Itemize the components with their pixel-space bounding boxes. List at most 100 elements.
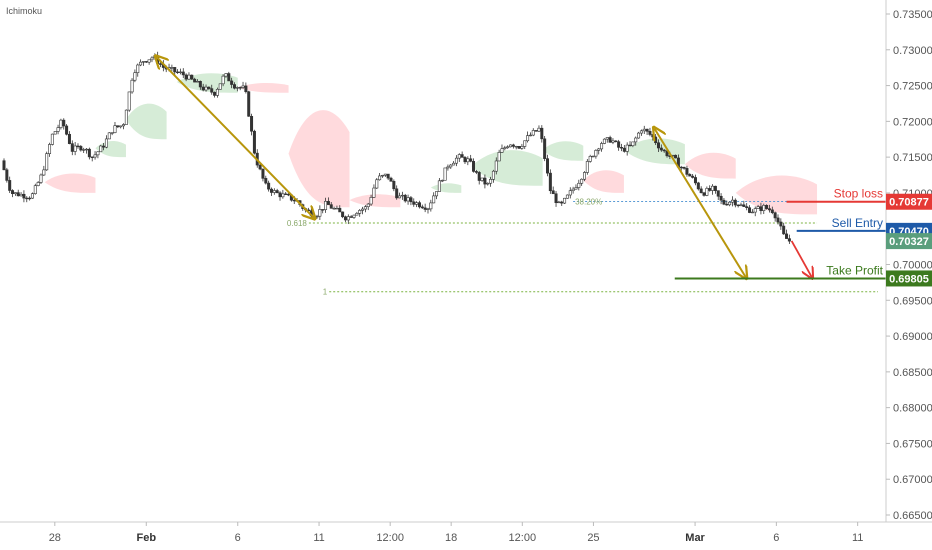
candle-body <box>682 166 686 169</box>
candle-body <box>207 86 211 89</box>
candle-body <box>526 135 530 142</box>
candle-body <box>642 128 646 132</box>
candle-body <box>33 185 37 194</box>
candle-body <box>170 67 174 69</box>
candle-body <box>67 133 71 144</box>
y-tick-label: 0.72000 <box>893 116 932 128</box>
candle-body <box>56 127 60 132</box>
cloud-segment <box>44 173 96 193</box>
x-tick-label: 28 <box>49 532 61 544</box>
candle-body <box>457 154 461 159</box>
candle-body <box>82 149 86 151</box>
candle-body <box>181 71 185 76</box>
candle-body <box>76 145 80 148</box>
candle-body <box>600 143 604 150</box>
candle-body <box>113 125 117 133</box>
cloud-segment <box>471 150 543 186</box>
candle-body <box>127 91 131 111</box>
candle-body <box>691 175 695 178</box>
candle-body <box>184 74 188 80</box>
candle-body <box>551 190 555 195</box>
candle-body <box>395 188 399 199</box>
candle-body <box>750 211 754 214</box>
candle-body <box>28 197 32 200</box>
x-tick-label: 11 <box>852 532 863 544</box>
candle-body <box>483 177 487 185</box>
level-label: Sell Entry <box>832 216 883 230</box>
candle-body <box>11 190 15 195</box>
candle-body <box>230 80 234 85</box>
candle-body <box>716 190 720 197</box>
candle-body <box>674 154 678 159</box>
candle-body <box>611 140 615 143</box>
y-tick-label: 0.67000 <box>893 474 932 486</box>
indicator-label[interactable]: Ichimoku <box>6 6 42 16</box>
y-axis-ticks[interactable]: 0.735000.730000.725000.720000.715000.710… <box>886 9 932 522</box>
candle-body <box>272 190 276 193</box>
candle-body <box>73 145 77 152</box>
candle-body <box>193 78 197 83</box>
candle-body <box>557 201 561 204</box>
candle-body <box>176 71 180 74</box>
y-tick-label: 0.73500 <box>893 9 932 21</box>
candle-body <box>361 208 365 211</box>
x-tick-label: 6 <box>773 532 779 544</box>
candle-body <box>150 57 154 61</box>
candle-body <box>398 195 402 199</box>
candle-body <box>258 164 262 170</box>
trade-levels: Stop loss Sell Entry Take Profit <box>674 187 886 280</box>
candle-body <box>383 173 387 176</box>
candle-body <box>213 91 217 96</box>
candle-body <box>232 84 236 89</box>
candle-body <box>631 141 635 146</box>
candle-body <box>608 137 612 143</box>
candle-body <box>563 197 567 204</box>
cloud-segment <box>349 194 401 208</box>
candle-body <box>104 138 108 148</box>
candle-body <box>62 119 66 127</box>
candle-body <box>318 209 322 217</box>
candle-body <box>153 55 157 59</box>
candle-body <box>494 160 498 172</box>
candle-body <box>36 182 40 186</box>
candle-body <box>16 192 20 197</box>
candle-body <box>352 214 356 218</box>
candle-body <box>725 203 729 206</box>
x-axis-ticks[interactable]: 28 Feb 6 11 12:00 18 12:00 25 Mar 6 11 <box>49 522 864 544</box>
candle-body <box>474 171 478 173</box>
candle-body <box>221 75 225 85</box>
x-tick-label: 12:00 <box>376 532 404 544</box>
candle-body <box>560 201 564 204</box>
candle-body <box>195 81 199 83</box>
level-label: Take Profit <box>826 263 883 277</box>
candle-body <box>346 216 350 221</box>
candle-body <box>528 134 532 137</box>
candle-body <box>722 199 726 205</box>
candle-body <box>543 138 547 159</box>
y-tick-label: 0.68000 <box>893 403 932 415</box>
candle-body <box>275 190 279 194</box>
candle-body <box>147 59 151 63</box>
candle-body <box>614 140 618 142</box>
candle-body <box>756 206 760 209</box>
y-tick-label: 0.70000 <box>893 260 932 272</box>
candle-body <box>173 67 177 73</box>
candle-body <box>144 61 148 63</box>
candle-body <box>324 201 328 210</box>
y-tick-label: 0.66500 <box>893 510 932 522</box>
candle-body <box>745 206 749 209</box>
candle-body <box>440 179 444 182</box>
candle-body <box>215 89 219 96</box>
candle-body <box>435 191 439 197</box>
candle-body <box>585 161 589 173</box>
candle-body <box>540 127 544 140</box>
trend-arrow <box>654 129 745 278</box>
y-tick-label: 0.67500 <box>893 438 932 450</box>
candle-body <box>159 63 163 65</box>
candle-body <box>79 146 83 151</box>
candle-body <box>511 144 515 147</box>
cloud-segment <box>95 140 126 158</box>
candle-body <box>349 216 353 218</box>
candle-body <box>380 174 384 177</box>
candle-body <box>770 209 774 214</box>
